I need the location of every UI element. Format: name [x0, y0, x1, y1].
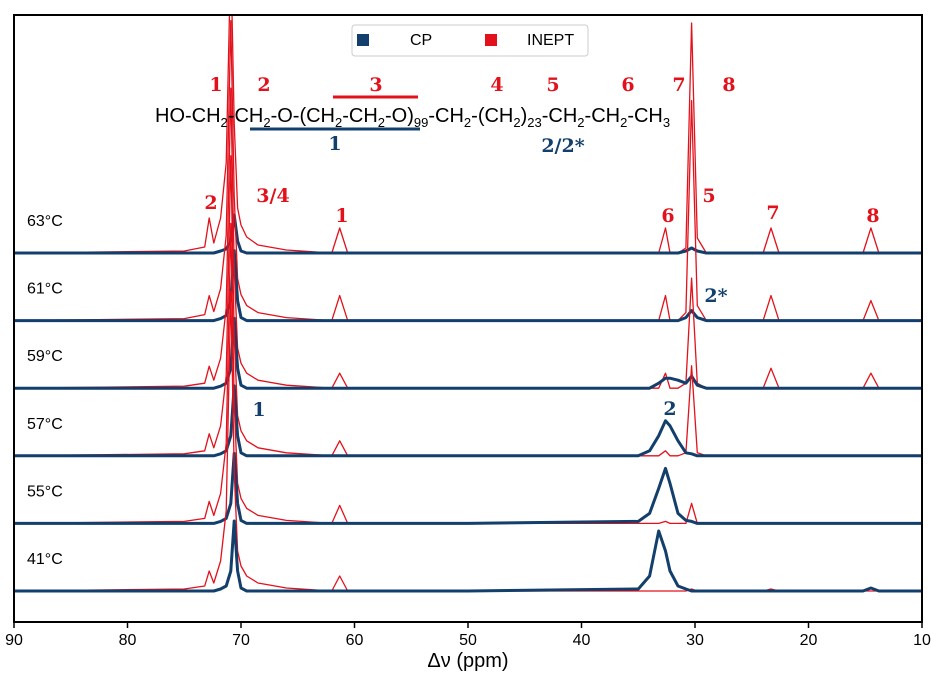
cp-trace	[14, 519, 922, 593]
inept-peak-labels: 2	[204, 192, 217, 214]
inept-trace	[14, 87, 922, 389]
x-tick-label: 10	[913, 632, 931, 649]
trace-label: 55°C	[27, 483, 63, 500]
formula-part: 2	[221, 115, 228, 130]
inept-carbon-labels: 6	[621, 74, 634, 96]
x-tick-label: 20	[800, 632, 818, 649]
inept-carbon-labels: 2	[257, 74, 270, 96]
formula-part: -CH	[585, 105, 621, 127]
trace-label: 63°C	[27, 213, 63, 230]
formula-part: -(CH	[471, 105, 513, 127]
inept-peak-labels: 1	[335, 205, 348, 227]
trace-label: 41°C	[27, 551, 63, 568]
cp-peak-labels: 2	[663, 398, 676, 420]
formula-part: 2	[513, 115, 520, 130]
inept-carbon-labels: 4	[490, 74, 503, 96]
x-tick-label: 80	[119, 632, 137, 649]
formula-part: 2	[620, 115, 627, 130]
cp-trace	[14, 384, 922, 458]
inept-carbon-labels: 7	[672, 74, 685, 96]
inept-trace	[14, 222, 922, 525]
legend-marker	[357, 34, 369, 46]
legend-box	[351, 24, 589, 57]
cp-trace	[14, 451, 922, 525]
inept-peak-labels: 7	[766, 202, 779, 224]
formula-part: -CH	[627, 105, 663, 127]
formula: HO-CH2-CH2-O-(CH2-CH2-O)99-CH2-(CH2)23-C…	[155, 105, 670, 130]
formula-part: -CH	[542, 105, 578, 127]
inept-carbon-labels: 8	[722, 74, 735, 96]
inept-trace	[14, 155, 922, 457]
formula-part: -O)	[385, 105, 414, 127]
formula-part: 2	[335, 115, 342, 130]
formula-part: -O-(CH	[271, 105, 335, 127]
cp-trace	[14, 249, 922, 323]
formula-part: -CH	[342, 105, 378, 127]
inept-peak-labels: 5	[702, 185, 715, 207]
formula-part: -CH	[228, 105, 264, 127]
inept-carbon-labels: 3	[369, 74, 382, 96]
formula-part: 2	[577, 115, 584, 130]
inept-trace	[14, 290, 922, 592]
x-tick-label: 70	[232, 632, 250, 649]
formula-part: 2	[464, 115, 471, 130]
formula-part: 3	[663, 115, 670, 130]
trace-label: 59°C	[27, 348, 63, 365]
trace-label: 61°C	[27, 281, 63, 298]
legend-marker	[485, 34, 497, 46]
formula-part: 2	[263, 115, 270, 130]
formula-part: -CH	[428, 105, 464, 127]
inept-peak-labels: 6	[661, 205, 674, 227]
inept-peak-labels: 8	[866, 205, 879, 227]
x-tick-label: 90	[5, 632, 23, 649]
trace-label: 57°C	[27, 416, 63, 433]
inept-trace	[14, 19, 922, 322]
legend-label: INEPT	[527, 32, 574, 49]
x-tick-label: 60	[346, 632, 364, 649]
formula-part: HO-CH	[155, 105, 221, 127]
legend-label: CP	[410, 32, 432, 49]
inept-carbon-labels: 1	[209, 74, 222, 96]
plot-area	[14, 15, 922, 593]
cp-carbon-labels: 1	[328, 133, 341, 155]
cp-peak-labels: 2*	[704, 285, 727, 307]
formula-part: 2	[378, 115, 385, 130]
cp-carbon-labels: 2/2*	[541, 135, 584, 157]
x-axis-label: Δν (ppm)	[427, 650, 508, 672]
cp-peak-labels: 1	[252, 399, 265, 421]
inept-carbon-labels: 5	[546, 74, 559, 96]
formula-part: 23	[527, 115, 541, 130]
x-tick-label: 30	[686, 632, 704, 649]
cp-trace	[14, 316, 922, 390]
x-tick-label: 40	[573, 632, 591, 649]
formula-part: 99	[414, 115, 428, 130]
cp-trace	[14, 213, 922, 255]
x-tick-label: 50	[459, 632, 477, 649]
formula-part: )	[521, 105, 528, 127]
inept-peak-labels: 3/4	[256, 185, 289, 207]
